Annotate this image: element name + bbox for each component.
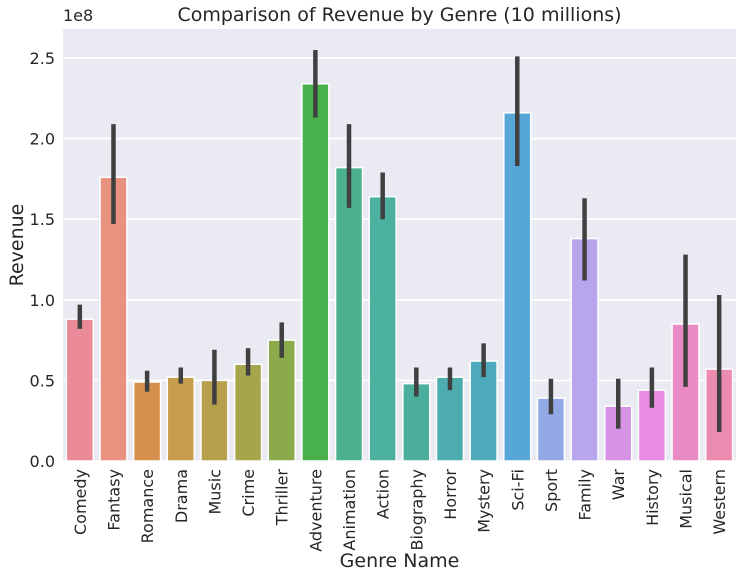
x-tick-label: Crime [239, 469, 258, 517]
x-tick-label: Western [710, 469, 729, 535]
bar-animation [334, 166, 364, 462]
bar-thriller [267, 339, 296, 462]
error-bars [77, 49, 722, 432]
y-tick-label: 1.0 [30, 291, 55, 310]
x-tick-label: Thriller [273, 469, 292, 527]
y-tick-label: 0.5 [30, 371, 55, 390]
chart-title: Comparison of Revenue by Genre (10 milli… [177, 4, 621, 26]
x-tick-label: Action [374, 469, 393, 519]
y-tick-labels: 0.0 0.5 1.0 1.5 2.0 2.5 [30, 49, 55, 471]
bar-mystery [469, 360, 498, 462]
x-tick-label: Romance [138, 469, 157, 543]
x-tick-label: Comedy [71, 469, 90, 535]
bar-fantasy [99, 176, 128, 462]
bar-sci-fi [503, 112, 532, 462]
x-tick-label: Drama [172, 469, 191, 523]
y-tick-label: 0.0 [30, 452, 55, 471]
bar-action [368, 195, 397, 462]
x-tick-label: History [643, 469, 662, 526]
bar-crime [233, 363, 263, 462]
x-tick-label: Music [205, 469, 224, 515]
y-tick-label: 2.0 [30, 130, 55, 149]
x-tick-label: Horror [441, 469, 460, 520]
bar-adventure [301, 83, 330, 462]
x-axis-title: Genre Name [340, 550, 460, 572]
x-tick-label: Fantasy [104, 469, 123, 531]
x-tick-label: Adventure [306, 469, 325, 552]
x-tick-label: Biography [407, 469, 426, 551]
bar-drama [166, 376, 195, 462]
x-tick-label: War [609, 469, 628, 501]
x-tick-label: Animation [340, 469, 359, 551]
y-axis-title: Revenue [6, 204, 28, 287]
y-tick-label: 1.5 [30, 210, 55, 229]
bar-comedy [65, 318, 95, 462]
plot-area [63, 29, 736, 461]
x-tick-label: Sci-Fi [508, 469, 527, 511]
x-tick-labels: Comedy Fantasy Romance Drama Music Crime Thril… [71, 469, 729, 552]
x-tick-label: Family [576, 469, 595, 520]
y-tick-label: 2.5 [30, 49, 55, 68]
bar-romance [132, 381, 162, 462]
x-tick-label: Mystery [475, 469, 494, 533]
x-tick-label: Sport [542, 469, 561, 512]
x-tick-label: Musical [677, 469, 696, 529]
y-axis-offset-label: 1e8 [63, 6, 93, 25]
